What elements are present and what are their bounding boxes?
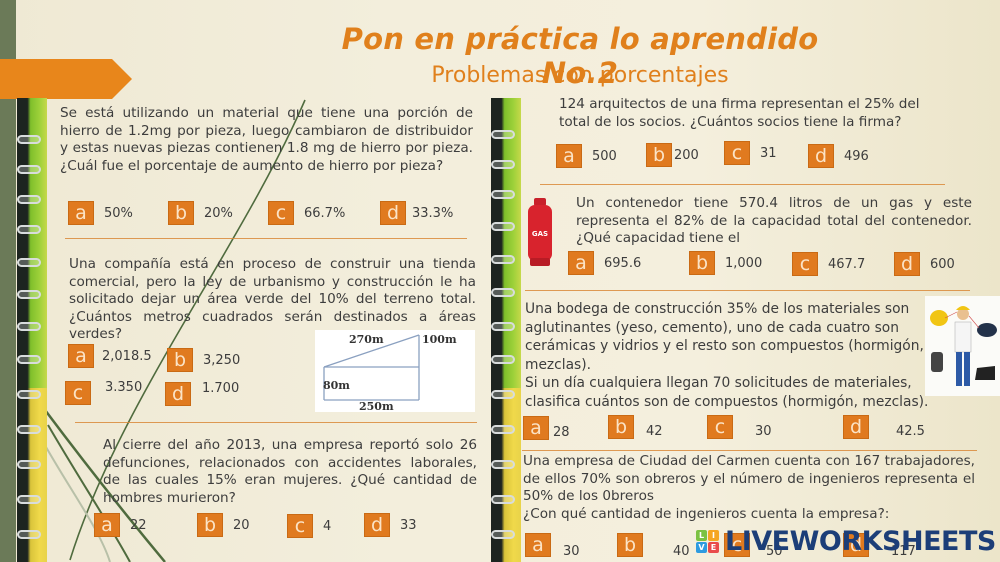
land-plot-diagram: 270m 100m 80m 250m <box>315 330 475 413</box>
question-6: Una bodega de construcción 35% de los ma… <box>525 300 945 411</box>
question-2-text: Una compañía está en proceso de construi… <box>69 256 476 343</box>
watermark-text: LIVEWORKSHEETS <box>725 526 996 557</box>
q1-option-b[interactable]: b 20% <box>168 201 233 225</box>
question-6-text: Una bodega de construcción 35% de los ma… <box>525 301 924 373</box>
q4-option-a[interactable]: a 500 <box>556 144 617 168</box>
q7-option-a[interactable]: a 30 <box>525 530 580 559</box>
divider <box>75 422 477 423</box>
page-title: Pon en práctica lo aprendido No.2 <box>341 22 819 90</box>
spiral-binding-left-upper <box>17 98 47 388</box>
question-7-text: Una empresa de Ciudad del Carmen cuenta … <box>523 453 975 505</box>
question-3-text: Al cierre del año 2013, una empresa repo… <box>103 437 477 506</box>
q7-option-c[interactable]: c 50 <box>724 530 783 559</box>
q5-option-d[interactable]: d 600 <box>894 252 955 276</box>
q2-option-d[interactable]: d 1.700 <box>165 381 239 406</box>
question-1: Se está utilizando un material que tiene… <box>60 105 473 175</box>
gas-cylinder-image: GAS <box>525 196 555 268</box>
question-7: Una empresa de Ciudad del Carmen cuenta … <box>523 453 975 523</box>
q1-option-c[interactable]: c 66.7% <box>268 201 345 225</box>
q2-option-b[interactable]: b 3,250 <box>167 348 240 372</box>
safety-equipment-image <box>925 296 1000 396</box>
q1-option-d[interactable]: d 33.3% <box>380 201 453 225</box>
question-3: Al cierre del año 2013, una empresa repo… <box>103 437 477 507</box>
q2-option-c[interactable]: c 3.350 <box>65 380 142 405</box>
question-5-text: Un contenedor tiene 570.4 litros de un g… <box>576 195 972 247</box>
question-1-text: Se está utilizando un material que tiene… <box>60 105 473 174</box>
q5-option-c[interactable]: c 467.7 <box>792 252 865 276</box>
q5-option-b[interactable]: b 1,000 <box>689 251 762 275</box>
question-7-text-2: ¿Con qué cantidad de ingenieros cuenta l… <box>523 505 890 522</box>
liveworksheets-watermark: L I V E LIVEWORKSHEETS <box>696 526 996 557</box>
left-decorative-bar <box>0 0 16 562</box>
q4-option-b[interactable]: b 200 <box>646 143 699 167</box>
q3-option-b[interactable]: b 20 <box>197 513 250 537</box>
q6-option-d[interactable]: d 42.5 <box>843 414 925 439</box>
q3-option-a[interactable]: a 22 <box>94 513 147 537</box>
q3-option-d[interactable]: d 33 <box>364 513 417 537</box>
q7-option-b[interactable]: b 40 <box>617 530 690 559</box>
q6-option-c[interactable]: c 30 <box>707 414 772 439</box>
spiral-binding-right-upper <box>491 98 521 388</box>
spiral-binding-left-lower <box>17 388 47 562</box>
divider <box>522 450 977 451</box>
question-2: Una compañía está en proceso de construi… <box>69 256 476 344</box>
q7-option-d[interactable]: d 117 <box>843 530 916 559</box>
arrow-banner <box>0 59 132 99</box>
divider <box>540 184 945 185</box>
question-5: Un contenedor tiene 570.4 litros de un g… <box>576 195 972 248</box>
page-subtitle: Problemas con porcentajes <box>431 63 729 88</box>
divider <box>525 290 970 291</box>
svg-text:GAS: GAS <box>532 230 548 238</box>
q6-option-a[interactable]: a 28 <box>523 415 570 440</box>
divider <box>65 238 467 239</box>
q4-option-d[interactable]: d 496 <box>808 144 869 168</box>
q4-option-c[interactable]: c 31 <box>724 141 777 165</box>
q5-option-a[interactable]: a 695.6 <box>568 251 641 275</box>
question-4: 124 arquitectos de una firma representan… <box>559 96 939 131</box>
question-4-text: 124 arquitectos de una firma representan… <box>559 96 920 130</box>
live-badge-icon: L I V E <box>696 530 719 553</box>
q1-option-a[interactable]: a 50% <box>68 201 133 225</box>
q2-option-a[interactable]: a 2,018.5 <box>68 344 152 368</box>
question-6-text-2: Si un día cualquiera llegan 70 solicitud… <box>525 375 929 410</box>
q6-option-b[interactable]: b 42 <box>608 414 663 439</box>
spiral-binding-right-lower <box>491 388 521 562</box>
